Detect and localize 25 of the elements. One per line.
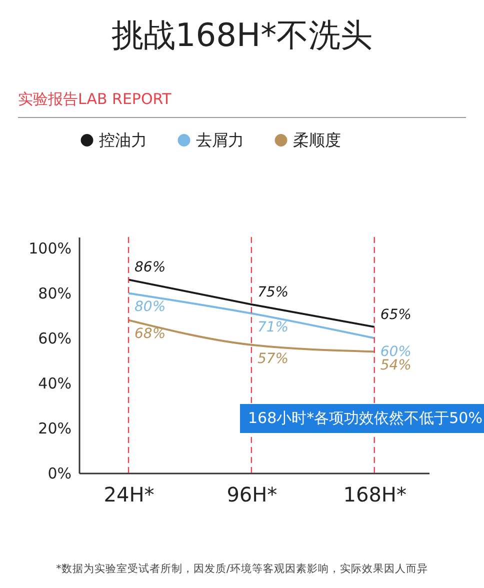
data-label: 57%: [257, 350, 289, 367]
legend-label: 去屑力: [196, 130, 244, 150]
data-label: 71%: [257, 319, 289, 336]
data-label: 68%: [134, 326, 166, 342]
data-label: 54%: [380, 358, 412, 374]
data-label: 86%: [134, 260, 166, 276]
annotation: 168小时*各项功效依然不低于50%: [240, 404, 484, 433]
legend-label: 柔顺度: [293, 130, 341, 150]
y-tick-label: 20%: [38, 420, 72, 438]
y-tick-label: 60%: [38, 330, 72, 348]
text: *数据为实验室受试者所制，因发质/环境等客观因素影响，实际效果因人而异: [55, 562, 429, 576]
data-label: 60%: [380, 344, 412, 360]
data-label: 65%: [380, 306, 412, 323]
x-tick-label: 96H*: [226, 482, 278, 506]
x-tick-label: 24H*: [104, 482, 154, 506]
y-tick-label: 40%: [38, 374, 72, 393]
x-tick-label: 168H*: [343, 482, 406, 506]
y-tick-label: 0%: [48, 464, 72, 482]
data-label: 80%: [134, 299, 166, 316]
chart-subtitle: 实验报告LAB REPORT: [18, 90, 466, 118]
chart-title: 挑战168H*不洗头: [110, 15, 374, 56]
data-label: 75%: [257, 284, 289, 300]
y-tick-label: 100%: [28, 240, 72, 258]
legend-label: 控油力: [99, 130, 147, 150]
y-tick-label: 80%: [38, 284, 72, 303]
